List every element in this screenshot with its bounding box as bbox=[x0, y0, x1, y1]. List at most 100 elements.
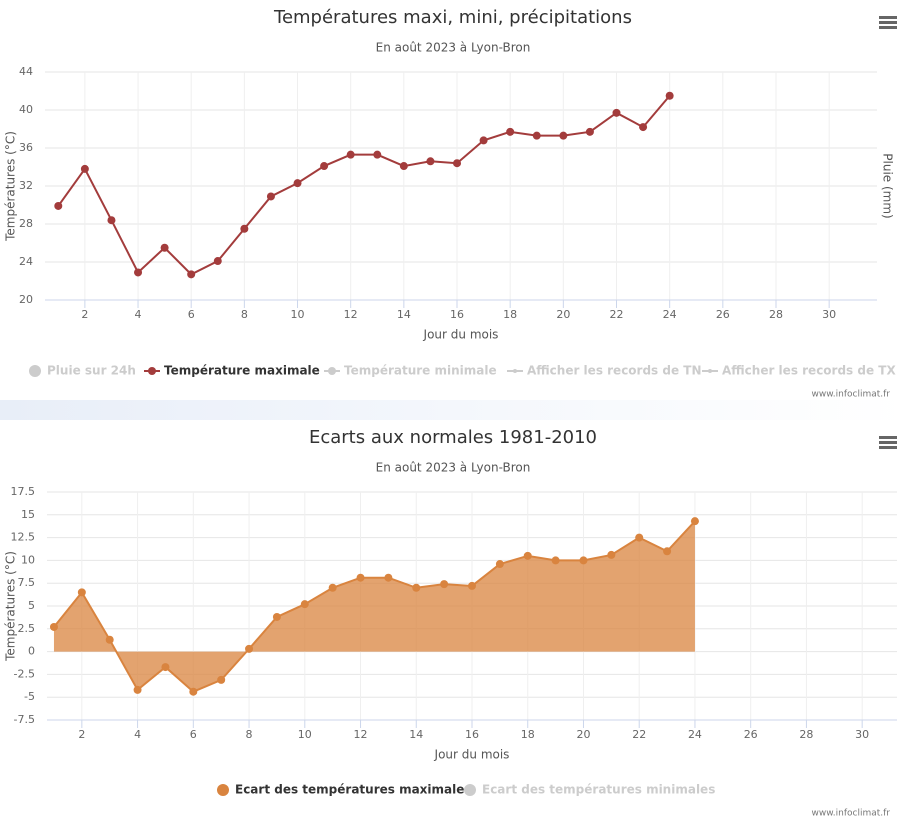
y-axis-label: Températures (°C) bbox=[4, 551, 18, 662]
point bbox=[559, 131, 568, 140]
point bbox=[245, 644, 254, 653]
point bbox=[320, 162, 329, 171]
point bbox=[479, 136, 488, 145]
point bbox=[272, 612, 281, 621]
chart: Températures maxi, mini, précipitations E… bbox=[4, 7, 897, 400]
y-axis-label: Températures (°C) bbox=[4, 131, 18, 242]
x-tick-label: 4 bbox=[134, 728, 141, 741]
y-tick-label: 32 bbox=[19, 179, 33, 192]
x-tick-label: 4 bbox=[135, 308, 142, 321]
x-tick-label: 10 bbox=[291, 308, 305, 321]
legend-label: Ecart des températures maximales bbox=[235, 783, 472, 797]
point bbox=[663, 547, 672, 556]
point bbox=[523, 551, 532, 560]
point bbox=[495, 560, 504, 569]
line bbox=[57, 95, 671, 276]
x-tick-label: 26 bbox=[744, 728, 758, 741]
legend-label: Température minimale bbox=[344, 364, 497, 378]
legend-symbol bbox=[328, 367, 336, 375]
point bbox=[551, 556, 560, 565]
x-axis-label: Jour du mois bbox=[423, 328, 499, 342]
menu-button[interactable] bbox=[879, 436, 897, 449]
point bbox=[161, 663, 170, 672]
point bbox=[217, 675, 226, 684]
x-tick-label: 14 bbox=[409, 728, 423, 741]
x-tick-label: 26 bbox=[716, 308, 730, 321]
legend-symbol bbox=[464, 784, 476, 796]
point bbox=[266, 192, 275, 201]
x-tick-label: 16 bbox=[465, 728, 479, 741]
point bbox=[346, 150, 355, 159]
point bbox=[639, 123, 648, 132]
x-tick-label: 22 bbox=[610, 308, 624, 321]
x-tick-label: 6 bbox=[188, 308, 195, 321]
point bbox=[80, 164, 89, 173]
y-tick-label: 44 bbox=[19, 65, 33, 78]
point bbox=[399, 162, 408, 171]
point bbox=[77, 588, 86, 597]
y-tick-label: 15 bbox=[21, 508, 35, 521]
legend-item[interactable]: Afficher les records de TN bbox=[507, 364, 702, 378]
x-tick-label: 14 bbox=[397, 308, 411, 321]
point bbox=[133, 685, 142, 694]
area bbox=[53, 521, 695, 692]
point bbox=[300, 600, 309, 609]
y-tick-label: 17.5 bbox=[11, 485, 36, 498]
point bbox=[585, 127, 594, 136]
chart-subtitle: En août 2023 à Lyon-Bron bbox=[376, 461, 531, 475]
point bbox=[690, 517, 699, 526]
point bbox=[612, 108, 621, 117]
x-tick-label: 6 bbox=[190, 728, 197, 741]
point bbox=[187, 270, 196, 279]
x-tick-label: 8 bbox=[246, 728, 253, 741]
point bbox=[635, 533, 644, 542]
x-tick-label: 2 bbox=[81, 308, 88, 321]
legend-label: Afficher les records de TN bbox=[527, 364, 702, 378]
x-tick-label: 12 bbox=[354, 728, 368, 741]
legend-item[interactable]: Afficher les records de TX bbox=[702, 364, 896, 378]
point bbox=[506, 127, 515, 136]
point bbox=[240, 224, 249, 233]
x-tick-label: 10 bbox=[298, 728, 312, 741]
x-tick-label: 8 bbox=[241, 308, 248, 321]
point bbox=[107, 216, 116, 225]
legend-symbol bbox=[148, 367, 156, 375]
legend-item[interactable]: Ecart des températures maximales bbox=[217, 783, 472, 797]
legend-item[interactable]: Température minimale bbox=[324, 364, 497, 378]
x-tick-label: 24 bbox=[688, 728, 702, 741]
y-tick-label: 24 bbox=[19, 255, 33, 268]
chart: Ecarts aux normales 1981-2010 En août 202… bbox=[4, 427, 897, 819]
x-tick-label: 20 bbox=[556, 308, 570, 321]
y-tick-label: 5 bbox=[28, 599, 35, 612]
y-tick-label: 7.5 bbox=[18, 576, 36, 589]
point bbox=[532, 131, 541, 140]
menu-button[interactable] bbox=[879, 16, 897, 29]
point bbox=[440, 580, 449, 589]
x-tick-label: 18 bbox=[503, 308, 517, 321]
point bbox=[54, 201, 63, 210]
point bbox=[293, 179, 302, 188]
x-tick-label: 20 bbox=[576, 728, 590, 741]
x-tick-label: 30 bbox=[822, 308, 836, 321]
x-tick-label: 16 bbox=[450, 308, 464, 321]
legend-item[interactable]: Température maximale bbox=[144, 364, 320, 378]
legend-symbol bbox=[217, 784, 229, 796]
y-tick-label: 36 bbox=[19, 141, 33, 154]
legend-item[interactable]: Ecart des températures minimales bbox=[464, 783, 715, 797]
x-tick-label: 22 bbox=[632, 728, 646, 741]
x-tick-label: 24 bbox=[663, 308, 677, 321]
point bbox=[134, 268, 143, 277]
y-tick-label: -5 bbox=[24, 690, 35, 703]
y-tick-label: 2.5 bbox=[18, 622, 36, 635]
y-tick-label: -7.5 bbox=[14, 713, 35, 726]
y2-axis-label: Pluie (mm) bbox=[881, 153, 895, 218]
point bbox=[105, 635, 114, 644]
x-tick-label: 30 bbox=[855, 728, 869, 741]
y-tick-label: 28 bbox=[19, 217, 33, 230]
x-tick-label: 2 bbox=[78, 728, 85, 741]
y-tick-label: 40 bbox=[19, 103, 33, 116]
point bbox=[453, 159, 462, 168]
legend-item[interactable]: Pluie sur 24h bbox=[29, 364, 136, 378]
x-tick-label: 28 bbox=[769, 308, 783, 321]
point bbox=[189, 687, 198, 696]
